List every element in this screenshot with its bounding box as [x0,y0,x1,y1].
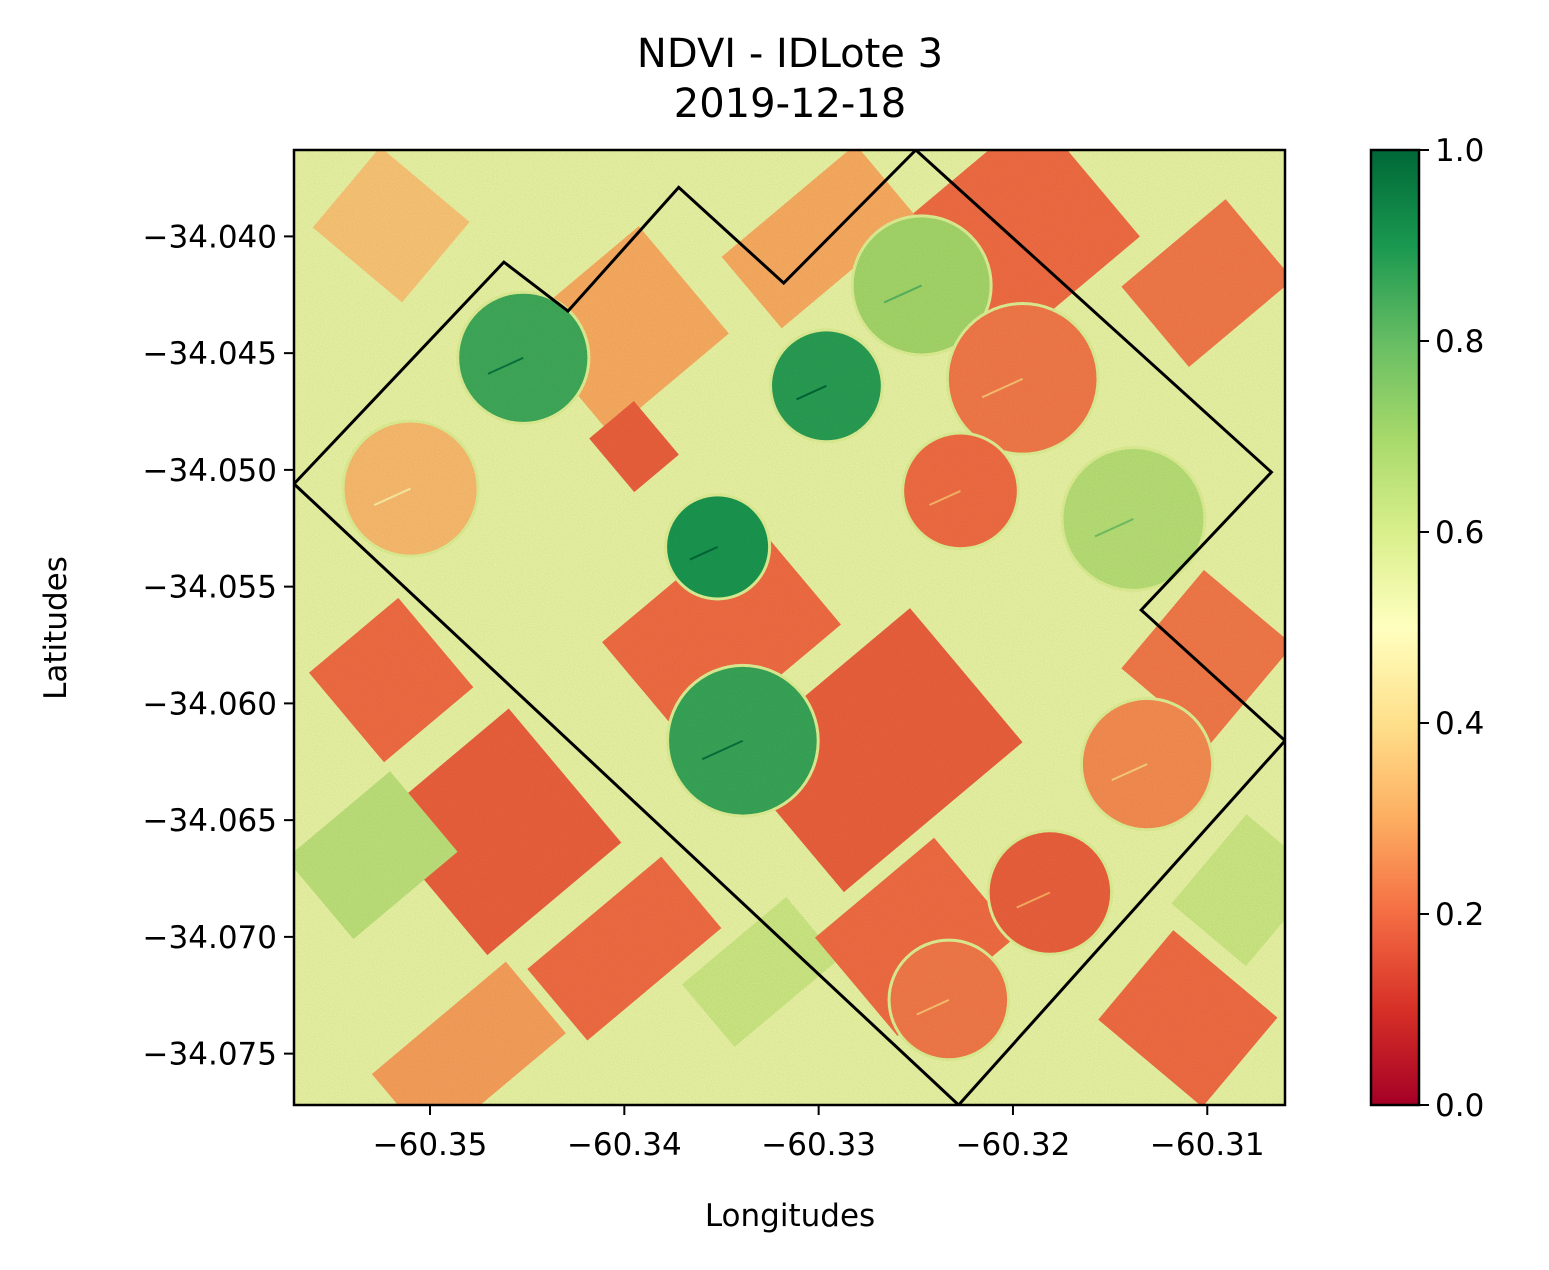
y-tick-label: −34.040 [143,219,277,255]
ndvi-heatmap [294,150,1285,1105]
chart-title: NDVI - IDLote 3 [637,31,943,77]
y-tick-label: −34.075 [143,1037,277,1073]
colorbar-gradient [1371,150,1419,1105]
x-tick-label: −60.35 [373,1127,488,1163]
x-tick-label: −60.33 [761,1127,876,1163]
colorbar-frame [1369,148,1421,1107]
x-tick-label: −60.31 [1150,1127,1265,1163]
colorbar-ticks: 0.0 0.2 0.4 0.6 0.8 1.0 [1419,133,1484,1124]
y-axis-label: Latitudes [38,556,74,700]
colorbar-tick-label: 0.8 [1435,324,1484,360]
y-tick-label: −34.060 [143,686,277,722]
y-tick-label: −34.070 [143,920,277,956]
texture-overlay [294,150,1285,1105]
colorbar-tick-label: 0.0 [1435,1088,1484,1124]
y-tick-label: −34.065 [143,803,277,839]
x-axis-label: Longitudes [705,1198,875,1234]
colorbar-tick-label: 0.6 [1435,515,1484,551]
colorbar-tick-label: 0.2 [1435,897,1484,933]
y-axis: −34.040 −34.045 −34.050 −34.055 −34.060 −34.0… [143,219,294,1073]
x-tick-label: −60.32 [956,1127,1071,1163]
plot-frame [292,148,1287,1107]
colorbar-tick-label: 0.4 [1435,706,1484,742]
chart-subtitle: 2019-12-18 [674,81,906,127]
x-axis: −60.35 −60.34 −60.33 −60.32 −60.31 [373,1105,1265,1163]
y-tick-label: −34.050 [143,453,277,489]
x-tick-label: −60.34 [567,1127,682,1163]
colorbar: 0.0 0.2 0.4 0.6 0.8 1.0 [1369,133,1484,1124]
lot-boundary-polygon [294,150,1285,1105]
colorbar-tick-label: 1.0 [1435,133,1484,169]
y-tick-label: −34.045 [143,336,277,372]
y-tick-label: −34.055 [143,570,277,606]
